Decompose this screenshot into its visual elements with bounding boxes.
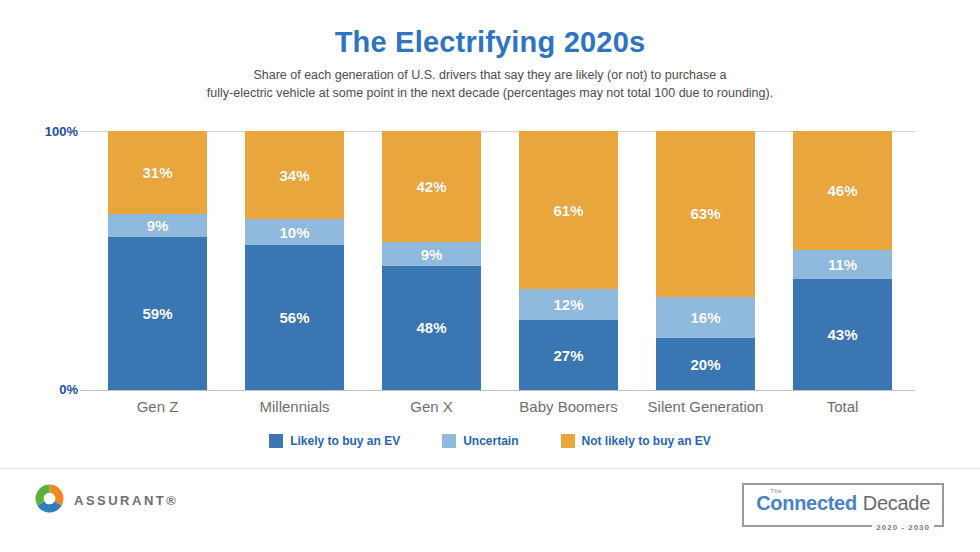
badge-connected-label: Connected bbox=[756, 492, 857, 515]
badge-years-label: 2020 - 2030 bbox=[872, 523, 934, 532]
legend-item-likely-to-buy-an-ev: Likely to buy an EV bbox=[269, 434, 400, 448]
bar-segment-not-likely-to-buy-an-ev: 61% bbox=[519, 131, 618, 289]
badge-decade-label: Decade bbox=[863, 492, 930, 515]
footer: ASSURANT® The Connected Decade 2020 - 20… bbox=[0, 469, 980, 552]
subtitle-line-2: fully-electric vehicle at some point in … bbox=[0, 84, 980, 102]
bar-segment-likely-to-buy-an-ev: 59% bbox=[108, 237, 207, 390]
bar-value-label: 56% bbox=[279, 309, 309, 326]
x-axis-label-text: Millennials bbox=[259, 398, 329, 415]
bar-value-label: 61% bbox=[553, 202, 583, 219]
bar-value-label: 48% bbox=[416, 319, 446, 336]
chart-legend: Likely to buy an EV Uncertain Not likely t… bbox=[0, 434, 980, 448]
bar-value-label: 43% bbox=[827, 326, 857, 343]
x-axis-label-gen-x: Gen X bbox=[382, 398, 481, 415]
bar-segment-likely-to-buy-an-ev: 27% bbox=[519, 320, 618, 390]
x-axis-label-gen-z: Gen Z bbox=[108, 398, 207, 415]
bar-baby-boomers: 61% 12% 27% bbox=[519, 131, 618, 390]
bar-segment-not-likely-to-buy-an-ev: 63% bbox=[656, 131, 755, 297]
x-axis-label-millennials: Millennials bbox=[245, 398, 344, 415]
bar-segment-likely-to-buy-an-ev: 20% bbox=[656, 338, 755, 390]
legend-swatch-icon bbox=[269, 434, 283, 448]
assurant-brand: ASSURANT® bbox=[34, 483, 178, 518]
bar-segment-uncertain: 9% bbox=[108, 214, 207, 237]
bar-value-label: 12% bbox=[553, 296, 583, 313]
assurant-wordmark: ASSURANT® bbox=[74, 493, 178, 508]
bar-value-label: 9% bbox=[421, 246, 443, 263]
chart-subtitle: Share of each generation of U.S. drivers… bbox=[0, 66, 980, 102]
x-axis-label-baby-boomers: Baby Boomers bbox=[519, 398, 618, 415]
bar-total: 46% 11% 43% bbox=[793, 131, 892, 390]
x-axis-labels: Gen Z Millennials Gen X Baby Boomers Silent … bbox=[88, 398, 915, 415]
bar-segment-not-likely-to-buy-an-ev: 34% bbox=[245, 131, 344, 219]
legend-item-not-likely-to-buy-an-ev: Not likely to buy an EV bbox=[561, 434, 711, 448]
bar-value-label: 16% bbox=[690, 309, 720, 326]
legend-label: Likely to buy an EV bbox=[290, 434, 400, 448]
bar-value-label: 34% bbox=[279, 167, 309, 184]
bar-gen-z: 31% 9% 59% bbox=[108, 131, 207, 390]
legend-swatch-icon bbox=[442, 434, 456, 448]
bar-segment-likely-to-buy-an-ev: 48% bbox=[382, 266, 481, 390]
gridline-0pct bbox=[80, 390, 915, 391]
legend-swatch-icon bbox=[561, 434, 575, 448]
x-axis-label-total: Total bbox=[793, 398, 892, 415]
bar-gen-x: 42% 9% 48% bbox=[382, 131, 481, 390]
connected-decade-badge: The Connected Decade 2020 - 2030 bbox=[742, 483, 944, 527]
bar-value-label: 20% bbox=[690, 356, 720, 373]
bar-segment-likely-to-buy-an-ev: 43% bbox=[793, 279, 892, 390]
bar-value-label: 63% bbox=[690, 205, 720, 222]
x-axis-label-text: Gen X bbox=[410, 398, 453, 415]
assurant-pinwheel-icon bbox=[34, 483, 65, 518]
bar-value-label: 27% bbox=[553, 347, 583, 364]
legend-item-uncertain: Uncertain bbox=[442, 434, 518, 448]
bar-value-label: 10% bbox=[279, 224, 309, 241]
badge-the-label: The bbox=[770, 488, 782, 494]
bar-segment-uncertain: 16% bbox=[656, 297, 755, 338]
x-axis-label-text: Baby Boomers bbox=[519, 398, 617, 415]
bar-segment-not-likely-to-buy-an-ev: 42% bbox=[382, 131, 481, 242]
bar-segment-uncertain: 11% bbox=[793, 250, 892, 278]
y-axis-label-100: 100% bbox=[45, 124, 78, 139]
chart-plot-area: 100% 0% 31%9%59%34%10%56%42%9%48%61%12%2… bbox=[88, 131, 915, 390]
x-axis-label-text: Silent Generation bbox=[648, 398, 764, 415]
bar-value-label: 9% bbox=[147, 217, 169, 234]
bar-value-label: 11% bbox=[828, 256, 857, 273]
legend-label: Not likely to buy an EV bbox=[582, 434, 711, 448]
bar-segment-not-likely-to-buy-an-ev: 46% bbox=[793, 131, 892, 250]
bar-value-label: 46% bbox=[827, 182, 857, 199]
infographic-slide: The Electrifying 2020s Share of each gen… bbox=[0, 0, 980, 552]
bar-segment-uncertain: 10% bbox=[245, 219, 344, 245]
bar-segment-not-likely-to-buy-an-ev: 31% bbox=[108, 131, 207, 214]
bar-segment-likely-to-buy-an-ev: 56% bbox=[245, 245, 344, 390]
x-axis-label-text: Gen Z bbox=[137, 398, 179, 415]
y-axis-label-0: 0% bbox=[59, 382, 78, 397]
bar-value-label: 59% bbox=[142, 305, 172, 322]
bar-value-label: 42% bbox=[416, 178, 446, 195]
bars-row: 31% 9% 59% 34% 10% 56% 42% 9% 48% 61% 12% 27% 63% 16%… bbox=[88, 131, 915, 390]
bar-silent-generation: 63% 16% 20% bbox=[656, 131, 755, 390]
legend-label: Uncertain bbox=[463, 434, 518, 448]
subtitle-line-1: Share of each generation of U.S. drivers… bbox=[0, 66, 980, 84]
x-axis-label-text: Total bbox=[827, 398, 859, 415]
page-title: The Electrifying 2020s bbox=[0, 26, 980, 59]
bar-millennials: 34% 10% 56% bbox=[245, 131, 344, 390]
bar-segment-uncertain: 9% bbox=[382, 242, 481, 265]
bar-value-label: 31% bbox=[142, 164, 172, 181]
x-axis-label-silent-generation: Silent Generation bbox=[656, 398, 755, 415]
bar-segment-uncertain: 12% bbox=[519, 289, 618, 320]
